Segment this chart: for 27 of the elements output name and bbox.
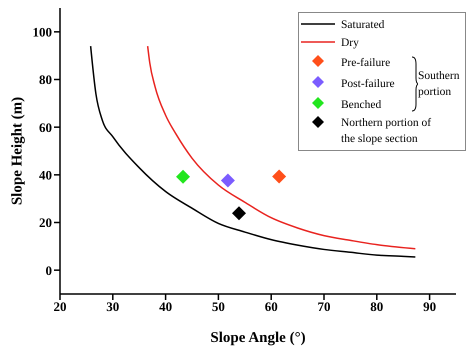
x-tick-label: 40 (159, 299, 172, 314)
x-axis-title: Slope Angle (°) (210, 330, 306, 346)
annotation: Southern portion (418, 68, 460, 100)
x-tick-label: 30 (106, 299, 120, 314)
point (220, 174, 235, 188)
x-tick-label: 20 (54, 299, 66, 314)
x-tick-label: 50 (212, 299, 225, 314)
point (176, 170, 190, 184)
x-tick-label: 70 (318, 299, 330, 314)
legend-label: Pre-failure (341, 56, 392, 68)
y-tick-label: 0 (46, 262, 52, 278)
legend-label: Dry (341, 37, 359, 49)
y-axis-title: Slope Height (m) (9, 96, 26, 206)
x-tick-label: 90 (423, 299, 436, 314)
legend-label: Post-failure (341, 78, 396, 90)
legend-label: Benched (341, 98, 382, 110)
legend-label: Saturated (341, 19, 384, 31)
point (272, 170, 286, 184)
x-tick-label: 60 (264, 299, 278, 314)
y-tick-label: 60 (39, 120, 52, 135)
legend-label: Northern portion of the slope section (341, 116, 432, 147)
y-tick-label: 100 (32, 24, 52, 40)
y-tick-label: 80 (39, 72, 52, 88)
point (232, 206, 246, 220)
x-tick-label: 80 (370, 299, 384, 314)
y-tick-label: 40 (39, 167, 52, 182)
y-tick-label: 20 (39, 215, 52, 230)
